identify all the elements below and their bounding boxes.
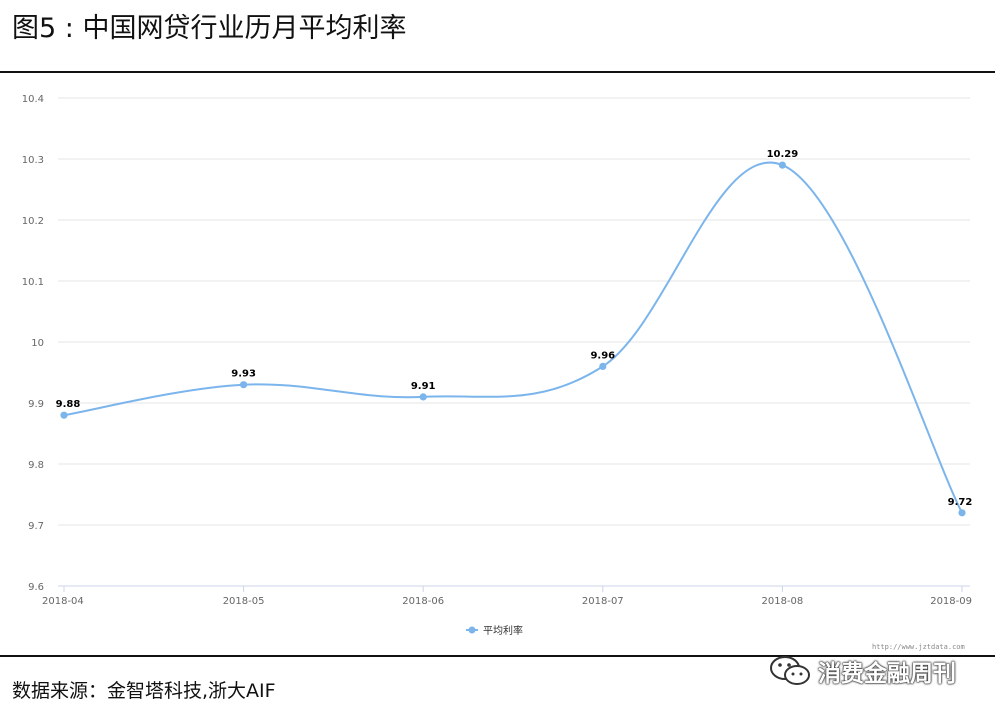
- figure-title: 图5 : 中国网贷行业历月平均利率: [12, 13, 407, 44]
- data-point: [599, 362, 607, 370]
- y-tick-label: 9.6: [28, 582, 44, 593]
- wechat-icon: [770, 656, 810, 685]
- x-axis: 2018-04 2018-05 2018-06 2018-07 2018-08 2018-…: [42, 585, 972, 607]
- x-tick-label: 2018-07: [582, 596, 624, 607]
- data-label: 9.88: [56, 399, 81, 410]
- data-label: 9.96: [590, 350, 615, 361]
- y-tick-label: 10.4: [22, 94, 44, 105]
- data-label: 9.93: [231, 369, 256, 380]
- data-point: [60, 411, 68, 419]
- brand-name: 消费金融周刊: [818, 661, 956, 687]
- y-axis-labels: 9.6 9.7 9.8 9.9 10 10.1 10.2 10.3 10.4: [22, 94, 44, 593]
- data-points: [60, 161, 966, 517]
- y-tick-label: 10.1: [22, 277, 44, 288]
- y-tick-label: 10.3: [22, 155, 44, 166]
- x-tick-label: 2018-06: [402, 596, 444, 607]
- x-tick-label: 2018-08: [762, 596, 804, 607]
- bottom-divider: [0, 655, 995, 657]
- grid-lines: [58, 97, 970, 587]
- y-tick-label: 10.2: [22, 216, 44, 227]
- y-tick-label: 10: [31, 338, 44, 349]
- top-divider: [0, 71, 995, 73]
- series-line-group: [63, 161, 963, 514]
- data-point: [778, 161, 787, 169]
- data-label: 10.29: [767, 149, 799, 160]
- watermark-url: http://www.jztdata.com: [872, 643, 965, 651]
- series-line: [63, 161, 963, 514]
- x-tick-label: 2018-05: [223, 596, 265, 607]
- x-tick-label: 2018-04: [42, 596, 84, 607]
- legend-marker-swatch: [468, 626, 476, 634]
- data-point: [958, 509, 966, 517]
- legend[interactable]: 平均利率: [466, 624, 523, 637]
- brand-watermark: 消费金融周刊: [768, 654, 956, 688]
- data-point: [419, 393, 427, 401]
- data-label: 9.72: [948, 497, 973, 508]
- data-point: [240, 381, 248, 389]
- x-tick-label: 2018-09: [930, 596, 972, 607]
- legend-label: 平均利率: [483, 624, 523, 637]
- y-tick-label: 9.9: [28, 399, 44, 410]
- y-tick-label: 9.7: [28, 521, 44, 532]
- y-tick-label: 9.8: [28, 460, 44, 471]
- data-label: 9.91: [411, 381, 436, 392]
- source-note: 数据来源：金智塔科技,浙大AIF: [12, 680, 276, 702]
- data-labels: 9.88 9.93 9.91 9.96 10.29 9.72: [56, 149, 973, 508]
